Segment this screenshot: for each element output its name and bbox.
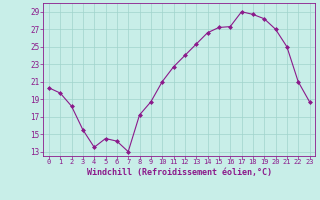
X-axis label: Windchill (Refroidissement éolien,°C): Windchill (Refroidissement éolien,°C)	[87, 168, 272, 177]
